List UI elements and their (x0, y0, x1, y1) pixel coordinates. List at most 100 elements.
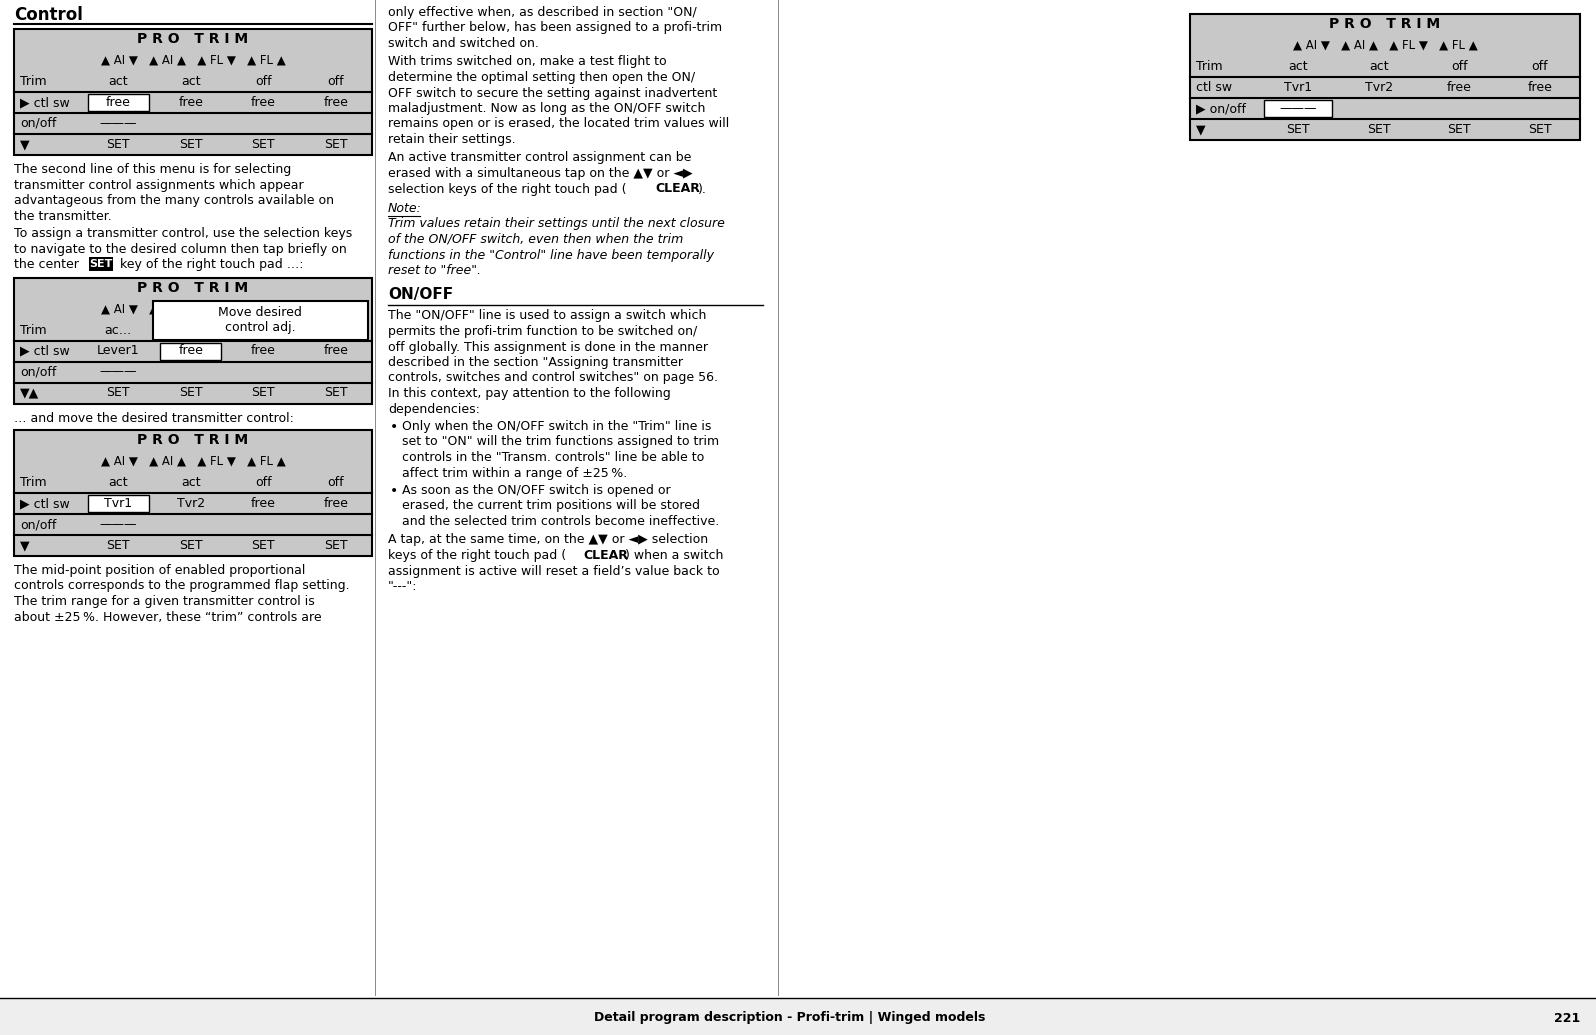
Text: off: off (255, 75, 271, 88)
Text: The mid-point position of enabled proportional: The mid-point position of enabled propor… (14, 564, 305, 576)
Bar (153, 300, 369, 339)
Text: selection keys of the right touch pad (: selection keys of the right touch pad ( (388, 182, 627, 196)
Text: off: off (327, 75, 345, 88)
Text: SET: SET (1448, 123, 1472, 136)
Text: ▲ AI ▼   ▲ AI ▲   ▲ FL ▼   ▲ FL ▲: ▲ AI ▼ ▲ AI ▲ ▲ FL ▼ ▲ FL ▲ (1293, 39, 1478, 52)
Text: Only when the ON/OFF switch in the "Trim" line is: Only when the ON/OFF switch in the "Trim… (402, 420, 712, 433)
Text: maladjustment. Now as long as the ON/OFF switch: maladjustment. Now as long as the ON/OFF… (388, 102, 705, 115)
Text: off globally. This assignment is done in the manner: off globally. This assignment is done in… (388, 341, 709, 354)
Text: controls in the "Transm. controls" line be able to: controls in the "Transm. controls" line … (402, 451, 704, 464)
Text: free: free (179, 345, 203, 357)
Text: ▶ on/off: ▶ on/off (1195, 102, 1246, 115)
Text: act: act (109, 75, 128, 88)
Text: free: free (105, 96, 131, 109)
Bar (160, 343, 222, 359)
Text: SET: SET (1366, 123, 1390, 136)
Text: SET: SET (252, 386, 275, 400)
Bar (0, 998, 1596, 1035)
Text: SET: SET (107, 539, 129, 552)
Text: Move desired
control adj.: Move desired control adj. (219, 306, 302, 334)
Text: SET: SET (89, 259, 113, 269)
Text: SET: SET (324, 386, 348, 400)
Text: key of the right touch pad …:: key of the right touch pad …: (117, 258, 303, 271)
Text: act: act (1369, 60, 1389, 73)
Text: SET: SET (324, 138, 348, 151)
Text: As soon as the ON/OFF switch is opened or: As soon as the ON/OFF switch is opened o… (402, 484, 670, 497)
Text: advantageous from the many controls available on: advantageous from the many controls avai… (14, 194, 334, 207)
Text: SET: SET (252, 138, 275, 151)
Text: ▲ AI ▼   ▲ AI ▲   ▲ FL ▼   ▲ FL ▲: ▲ AI ▼ ▲ AI ▲ ▲ FL ▼ ▲ FL ▲ (101, 455, 286, 468)
Text: reset to "free".: reset to "free". (388, 264, 480, 277)
Text: of the ON/OFF switch, even then when the trim: of the ON/OFF switch, even then when the… (388, 233, 683, 246)
Text: act: act (180, 476, 201, 489)
Text: on/off: on/off (21, 518, 56, 531)
Text: remains open or is erased, the located trim values will: remains open or is erased, the located t… (388, 118, 729, 130)
Text: free: free (324, 497, 348, 510)
Text: act: act (109, 476, 128, 489)
Text: the transmitter.: the transmitter. (14, 209, 112, 223)
Text: free: free (179, 96, 203, 109)
Text: dependencies:: dependencies: (388, 403, 480, 415)
Text: CLEAR: CLEAR (654, 182, 701, 196)
Text: on/off: on/off (21, 117, 56, 130)
Text: ▼: ▼ (21, 138, 30, 151)
Text: A tap, at the same time, on the ▲▼ or ◄▶ selection: A tap, at the same time, on the ▲▼ or ◄▶… (388, 533, 709, 546)
Text: free: free (1527, 81, 1553, 94)
Text: about ±25 %. However, these “trim” controls are: about ±25 %. However, these “trim” contr… (14, 611, 322, 623)
Text: Trim: Trim (1195, 60, 1223, 73)
Text: SET: SET (179, 539, 203, 552)
Bar (14, 277, 372, 404)
Text: P R O   T R I M: P R O T R I M (137, 280, 249, 295)
Text: assignment is active will reset a field’s value back to: assignment is active will reset a field’… (388, 564, 720, 578)
Text: functions in the "Control" line have been temporally: functions in the "Control" line have bee… (388, 248, 713, 262)
Text: SET: SET (324, 539, 348, 552)
Text: retain their settings.: retain their settings. (388, 134, 516, 146)
Text: •: • (389, 420, 399, 434)
Text: keys of the right touch pad (: keys of the right touch pad ( (388, 549, 567, 562)
Text: ▲ AI ▼   ▲ AI ▲   ▲ FL ▼   ▲ FL ▲: ▲ AI ▼ ▲ AI ▲ ▲ FL ▼ ▲ FL ▲ (101, 54, 286, 67)
Text: P R O   T R I M: P R O T R I M (137, 32, 249, 46)
Text: Trim: Trim (21, 324, 46, 336)
Text: free: free (251, 345, 276, 357)
Text: With trims switched on, make a test flight to: With trims switched on, make a test flig… (388, 56, 667, 68)
Text: •: • (389, 484, 399, 498)
Text: controls, switches and control switches" on page 56.: controls, switches and control switches"… (388, 372, 718, 384)
Text: ———: ——— (99, 365, 137, 379)
Text: affect trim within a range of ±25 %.: affect trim within a range of ±25 %. (402, 467, 627, 479)
Text: ▼: ▼ (1195, 123, 1205, 136)
Bar (88, 495, 148, 512)
Text: Control: Control (14, 6, 83, 24)
Bar (89, 257, 113, 271)
Text: to navigate to the desired column then tap briefly on: to navigate to the desired column then t… (14, 242, 346, 256)
Text: permits the profi-trim function to be switched on/: permits the profi-trim function to be sw… (388, 325, 697, 338)
Text: ▶ ctl sw: ▶ ctl sw (21, 345, 70, 357)
Text: Tvr2: Tvr2 (1365, 81, 1393, 94)
Text: SET: SET (1527, 123, 1551, 136)
Text: only effective when, as described in section "ON/: only effective when, as described in sec… (388, 6, 697, 19)
Text: controls corresponds to the programmed flap setting.: controls corresponds to the programmed f… (14, 580, 350, 592)
Text: Trim values retain their settings until the next closure: Trim values retain their settings until … (388, 217, 725, 231)
Text: To assign a transmitter control, use the selection keys: To assign a transmitter control, use the… (14, 227, 353, 240)
Text: erased with a simultaneous tap on the ▲▼ or ◄▶: erased with a simultaneous tap on the ▲▼… (388, 167, 693, 180)
Text: ctl sw: ctl sw (1195, 81, 1232, 94)
Text: off: off (327, 476, 345, 489)
Text: OFF" further below, has been assigned to a profi-trim: OFF" further below, has been assigned to… (388, 22, 721, 34)
Text: Tvr2: Tvr2 (177, 497, 204, 510)
Text: ▶ ctl sw: ▶ ctl sw (21, 96, 70, 109)
Text: "---":: "---": (388, 580, 418, 593)
Text: ▲ AI ▼   ▲ AI ▲   ▲ FL ▼   ▲ FL ▲: ▲ AI ▼ ▲ AI ▲ ▲ FL ▼ ▲ FL ▲ (101, 302, 286, 316)
Text: determine the optimal setting then open the ON/: determine the optimal setting then open … (388, 71, 696, 84)
Text: act: act (1288, 60, 1309, 73)
Text: The "ON/OFF" line is used to assign a switch which: The "ON/OFF" line is used to assign a sw… (388, 309, 707, 323)
Text: transmitter control assignments which appear: transmitter control assignments which ap… (14, 178, 303, 191)
Text: free: free (324, 345, 348, 357)
Text: … and move the desired transmitter control:: … and move the desired transmitter contr… (14, 412, 294, 424)
Text: Detail program description - Profi-trim | Winged models: Detail program description - Profi-trim … (594, 1011, 986, 1025)
Text: SET: SET (179, 386, 203, 400)
Text: ▼▲: ▼▲ (21, 386, 40, 400)
Text: ———: ——— (1280, 102, 1317, 115)
Bar (1191, 14, 1580, 140)
Text: SET: SET (107, 138, 129, 151)
Text: 221: 221 (1555, 1011, 1580, 1025)
Bar (14, 430, 372, 556)
